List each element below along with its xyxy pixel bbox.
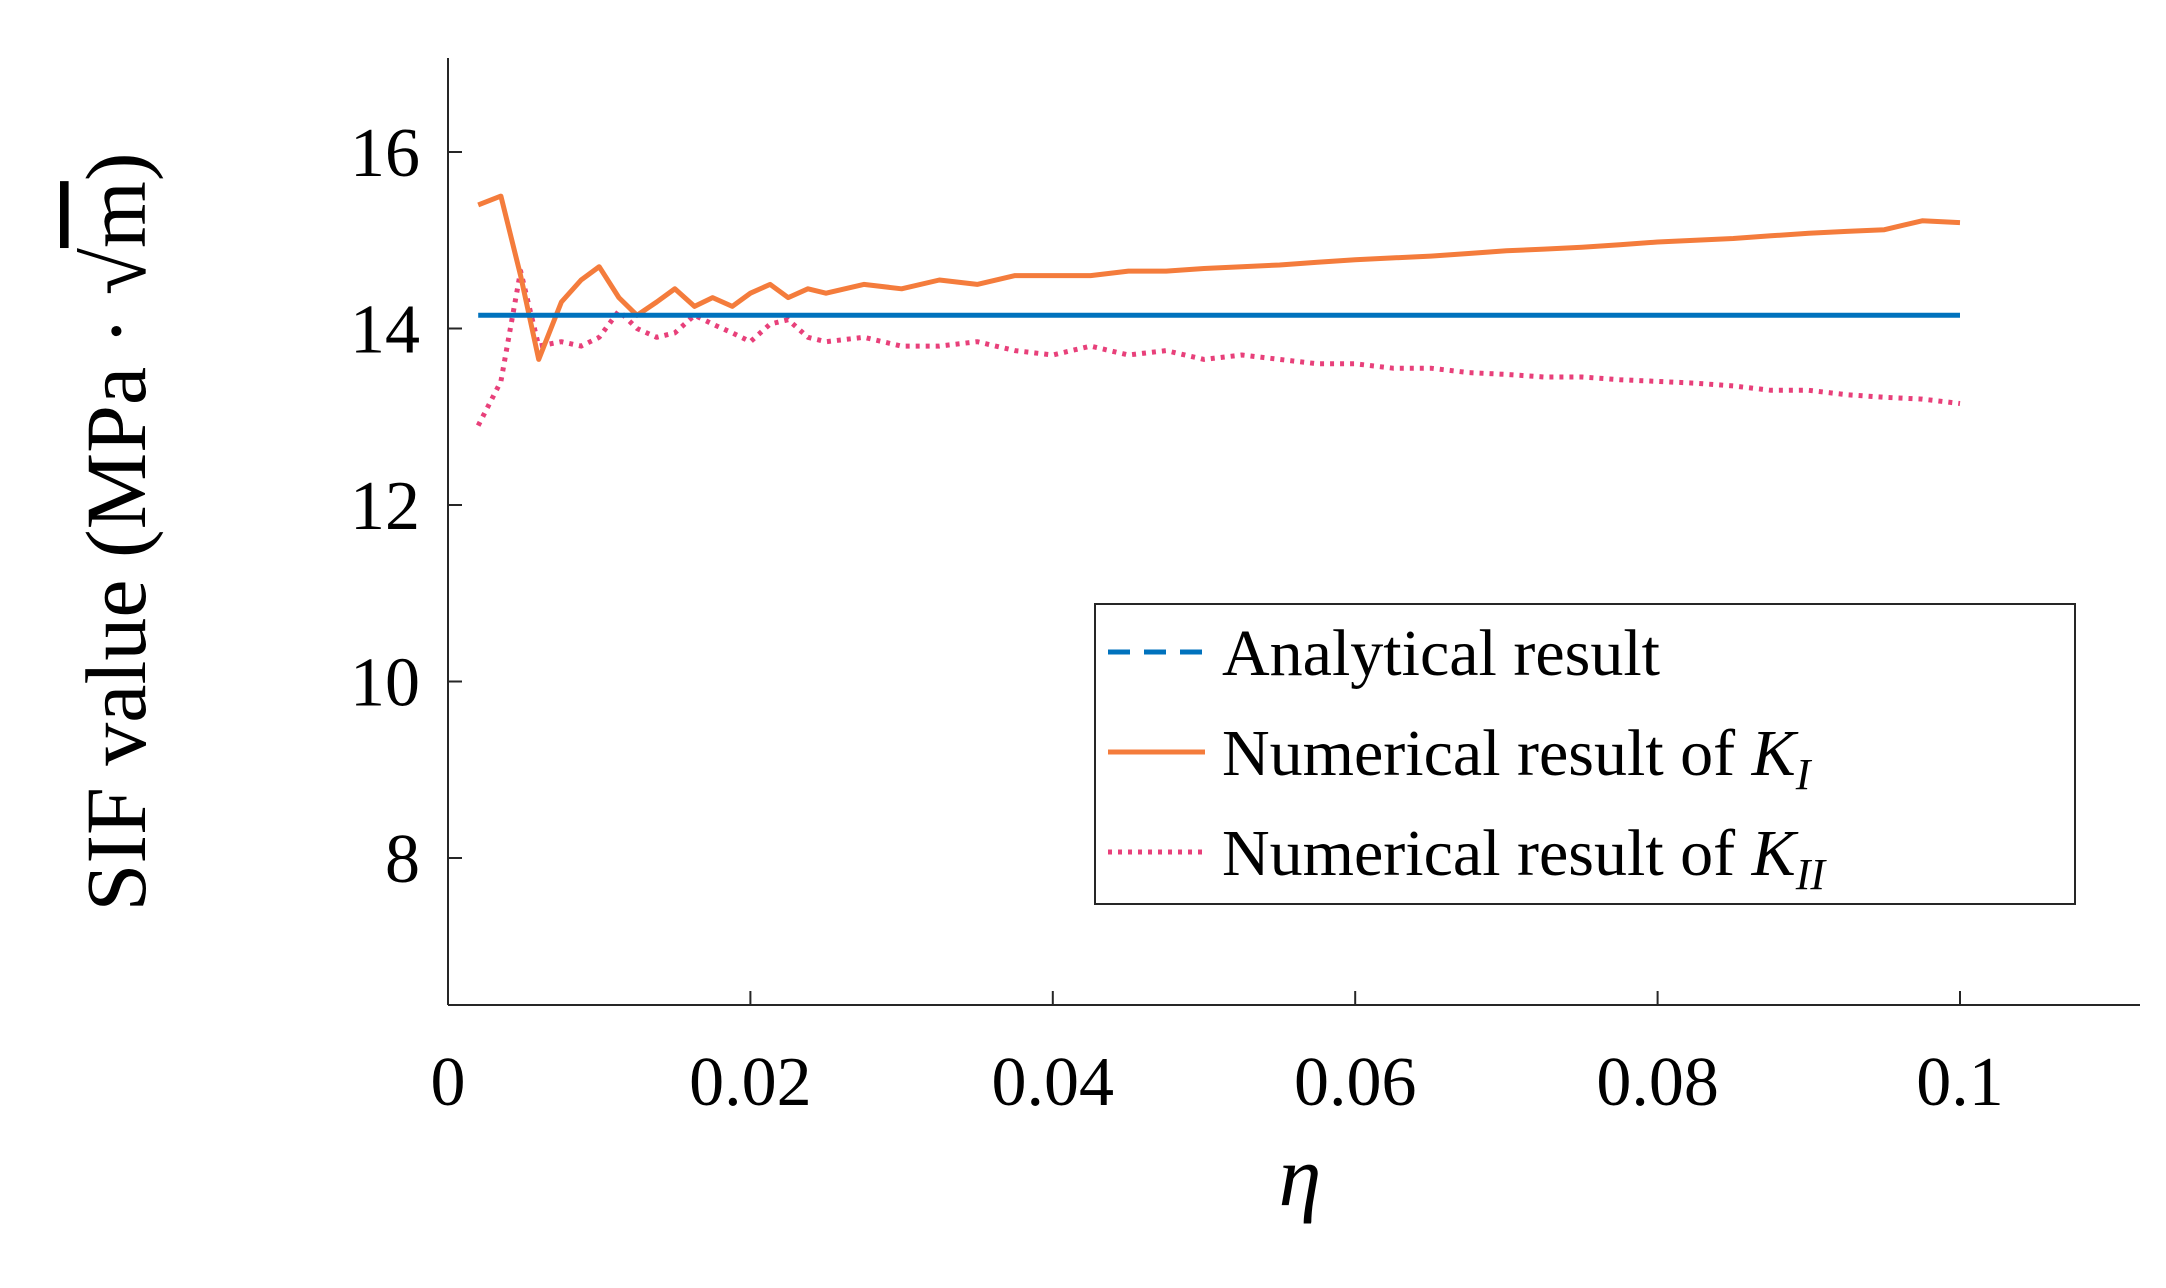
sqrt-radicand: m <box>68 181 164 248</box>
legend-label-ki-text: Numerical result of <box>1222 717 1752 790</box>
y-tick-label: 12 <box>350 468 420 545</box>
legend-label-kii: Numerical result of KII <box>1222 817 1827 899</box>
y-axis-label-suffix: ) <box>68 152 164 181</box>
legend-box <box>1094 603 2076 905</box>
y-axis-label: SIF value (MPa · √m) <box>68 152 164 911</box>
legend-label-ki-subscript: I <box>1795 750 1813 799</box>
x-tick-label: 0.02 <box>689 1044 812 1121</box>
x-tick-label: 0.08 <box>1596 1044 1719 1121</box>
legend: Analytical result Numerical result of KI… <box>1094 603 2076 905</box>
y-axis-label-prefix: SIF value (MPa · <box>68 295 164 911</box>
legend-label-kii-symbol: K <box>1751 817 1799 890</box>
y-tick-label: 14 <box>350 292 420 369</box>
legend-label-analytical: Analytical result <box>1222 617 1660 690</box>
series-layer <box>475 193 1961 427</box>
x-tick-label: 0.1 <box>1916 1044 2004 1121</box>
legend-label-kii-text: Numerical result of <box>1222 817 1752 890</box>
axis-ticks: 0 0.02 0.04 0.06 0.08 0.1 8 10 12 14 16 <box>350 115 2004 1121</box>
series-line-kii <box>475 268 1961 427</box>
y-tick-label: 10 <box>350 645 420 722</box>
x-axis-label: η <box>1279 1128 1322 1224</box>
y-tick-label: 8 <box>385 821 420 898</box>
series-line-ki <box>477 193 1961 362</box>
legend-label-ki: Numerical result of KI <box>1222 717 1813 799</box>
y-tick-label: 16 <box>350 115 420 192</box>
x-tick-label: 0 <box>431 1044 466 1121</box>
x-tick-label: 0.06 <box>1294 1044 1417 1121</box>
sqrt-symbol: √ <box>68 247 164 295</box>
legend-label-ki-symbol: K <box>1751 717 1799 790</box>
legend-label-kii-subscript: II <box>1795 850 1828 899</box>
x-tick-label: 0.04 <box>992 1044 1115 1121</box>
